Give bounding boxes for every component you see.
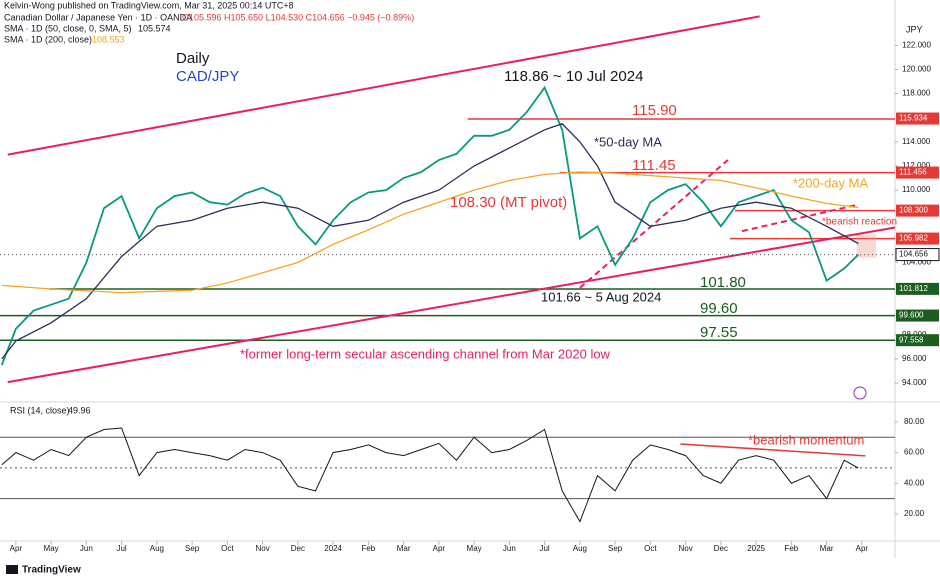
brand: TradingView xyxy=(22,565,81,576)
price-label-box xyxy=(896,334,939,347)
price-label-box xyxy=(896,204,939,217)
annotation: 97.55 xyxy=(700,324,738,341)
x-tick-label: May xyxy=(467,544,482,553)
x-tick-label: Mar xyxy=(397,544,411,553)
x-tick-label: Jun xyxy=(503,544,516,553)
sma-line xyxy=(1,171,859,294)
price-label: 99.600 xyxy=(899,311,924,320)
y-tick-label: 122.000 xyxy=(902,40,931,49)
annotation: *bearish momentum xyxy=(748,432,864,447)
x-tick-label: Nov xyxy=(255,544,269,553)
x-tick-label: Apr xyxy=(10,544,23,553)
price-label: 108.300 xyxy=(899,206,928,215)
x-tick-label: Jul xyxy=(539,544,549,553)
reaction-box xyxy=(856,234,876,258)
price-label-box xyxy=(896,309,939,322)
y-tick-label: 20.00 xyxy=(904,509,925,518)
y-tick-label: 40.00 xyxy=(904,478,925,487)
x-tick-label: Aug xyxy=(150,544,164,553)
annotation: 108.30 (MT pivot) xyxy=(450,194,567,211)
price-label: 101.812 xyxy=(899,284,928,293)
annotation: 99.60 xyxy=(700,300,738,317)
x-tick-label: Nov xyxy=(678,544,692,553)
price-label-box xyxy=(896,166,939,179)
trendline xyxy=(579,159,729,289)
x-tick-label: Apr xyxy=(856,544,869,553)
x-tick-label: May xyxy=(44,544,59,553)
sma200-last: 108.553 xyxy=(92,34,125,44)
rsi-line xyxy=(1,427,859,523)
x-tick-label: Feb xyxy=(784,544,798,553)
x-tick-label: Dec xyxy=(714,544,728,553)
y-tick-label: 80.00 xyxy=(904,417,925,426)
x-tick-label: Aug xyxy=(573,544,587,553)
x-tick-label: Feb xyxy=(361,544,375,553)
annotation: Daily xyxy=(176,50,210,67)
trendline xyxy=(7,15,760,156)
annotation: *former long-term secular ascending chan… xyxy=(240,346,611,361)
alert-icon[interactable] xyxy=(853,386,867,400)
annotations: Daily CAD/JPY 118.86 ~ 10 Jul 2024 115.9… xyxy=(176,50,897,447)
y-tick-label: 96.000 xyxy=(902,354,927,363)
annotation: 101.66 ~ 5 Aug 2024 xyxy=(541,289,661,304)
x-tick-label: 2024 xyxy=(324,544,342,553)
price-label: 111.456 xyxy=(899,168,927,177)
x-tick-label: Sep xyxy=(185,544,200,553)
sma-line xyxy=(1,123,859,360)
x-tick-label: 2025 xyxy=(747,544,765,553)
y-tick-label: 60.00 xyxy=(904,448,925,457)
x-tick-label: Oct xyxy=(221,544,234,553)
symbol-name: Canadian Dollar / Japanese Yen · 1D · OA… xyxy=(4,12,192,22)
publisher: Kelvin-Wong published on TradingView.com… xyxy=(4,0,294,10)
y-tick-label: 94.000 xyxy=(902,378,927,387)
price-label-box xyxy=(896,282,939,295)
annotation: 101.80 xyxy=(700,274,746,291)
sma50-legend: SMA · 1D (50, close, 0, SMA, 5) xyxy=(4,23,132,33)
x-tick-label: Apr xyxy=(433,544,446,553)
price-label-box xyxy=(896,112,939,125)
y-tick-label: 114.000 xyxy=(902,137,931,146)
y-tick-label: 120.000 xyxy=(902,65,931,74)
price-line xyxy=(0,85,859,366)
rsi-legend: RSI (14, close) xyxy=(10,405,70,415)
annotation: *50-day MA xyxy=(594,134,662,149)
y-tick-label: 104.000 xyxy=(902,258,931,267)
x-tick-label: Jul xyxy=(116,544,126,553)
trendline xyxy=(7,226,896,384)
x-tick-label: Mar xyxy=(820,544,834,553)
price-label: 97.558 xyxy=(899,335,924,344)
annotation: 115.90 xyxy=(632,102,677,119)
price-label: 105.982 xyxy=(899,234,928,243)
x-tick-label: Jun xyxy=(80,544,93,553)
y-tick-label: 110.000 xyxy=(902,185,931,194)
currency: JPY xyxy=(906,24,923,34)
x-tick-label: Dec xyxy=(291,544,305,553)
y-tick-label: 112.000 xyxy=(902,161,931,170)
annotation: *bearish reaction xyxy=(822,217,897,228)
annotation: CAD/JPY xyxy=(176,68,239,85)
x-tick-label: Sep xyxy=(608,544,623,553)
price-label: 115.934 xyxy=(899,114,928,123)
price-label: 104.656 xyxy=(899,250,928,259)
ohlc: O105.596 H105.650 L104.530 C104.656 −0.9… xyxy=(182,12,414,22)
rsi-last: 49.96 xyxy=(68,405,91,415)
price-label-box xyxy=(895,248,940,262)
sma200-legend: SMA · 1D (200, close) xyxy=(4,34,92,44)
annotation: 118.86 ~ 10 Jul 2024 xyxy=(504,68,643,85)
annotation: *200-day MA xyxy=(793,175,868,190)
price-label-box xyxy=(896,232,939,245)
tv-logo xyxy=(6,565,18,574)
rsi-trendline xyxy=(680,443,866,457)
annotation: 111.45 xyxy=(632,157,676,174)
x-tick-label: Oct xyxy=(644,544,657,553)
y-tick-label: 118.000 xyxy=(902,89,931,98)
sma50-last: 105.574 xyxy=(138,23,171,33)
